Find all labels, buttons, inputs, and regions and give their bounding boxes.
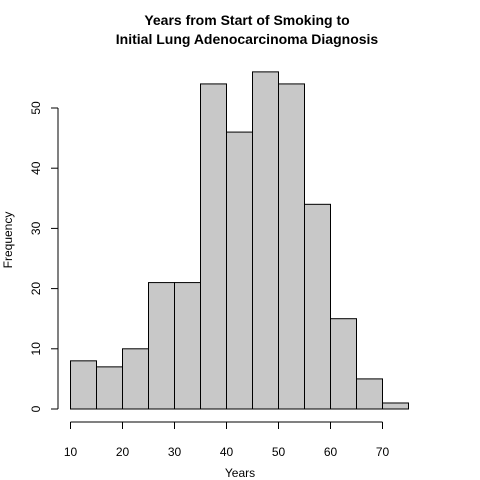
x-tick-label: 70 bbox=[376, 445, 390, 459]
histogram-bars bbox=[70, 71, 409, 410]
y-tick-label: 40 bbox=[29, 161, 43, 175]
x-axis: 10 20 30 40 50 60 70 bbox=[64, 421, 390, 459]
x-tick-label: 50 bbox=[272, 445, 286, 459]
y-tick-label: 50 bbox=[29, 101, 43, 115]
y-tick-label: 30 bbox=[29, 221, 43, 235]
y-tick-label: 0 bbox=[29, 405, 43, 412]
histogram-bar bbox=[70, 360, 97, 410]
histogram-bar bbox=[356, 378, 383, 410]
x-tick-label: 40 bbox=[220, 445, 234, 459]
histogram-bar bbox=[122, 348, 149, 410]
x-tick-label: 30 bbox=[168, 445, 182, 459]
histogram-bar bbox=[304, 203, 331, 410]
x-axis-label: Years bbox=[225, 466, 255, 480]
histogram-bar bbox=[330, 318, 357, 410]
x-tick-label: 10 bbox=[64, 445, 78, 459]
histogram-bar bbox=[252, 71, 279, 410]
histogram-bar bbox=[148, 282, 175, 410]
histogram-bar bbox=[382, 402, 409, 410]
y-tick-label: 20 bbox=[29, 282, 43, 296]
histogram-bar bbox=[174, 282, 201, 410]
histogram-bar bbox=[96, 366, 123, 410]
y-axis: 0 10 20 30 40 50 bbox=[29, 101, 59, 412]
x-tick-label: 60 bbox=[324, 445, 338, 459]
x-tick-label: 20 bbox=[116, 445, 130, 459]
histogram-bar bbox=[278, 83, 305, 410]
histogram-bar bbox=[200, 83, 227, 410]
chart-title-line1: Years from Start of Smoking to bbox=[144, 12, 349, 28]
histogram-bar bbox=[226, 131, 253, 410]
chart-title-line2: Initial Lung Adenocarcinoma Diagnosis bbox=[116, 31, 379, 47]
y-tick-label: 10 bbox=[29, 342, 43, 356]
y-axis-label: Frequency bbox=[1, 212, 15, 269]
